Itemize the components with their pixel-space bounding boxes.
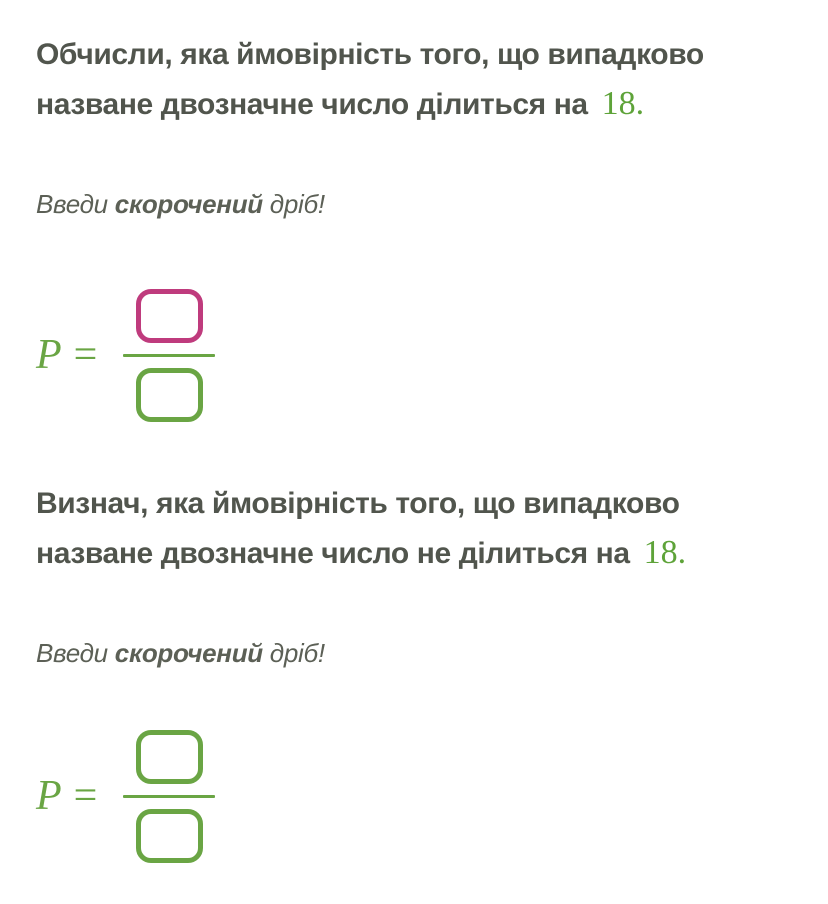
task-2-question: Визнач, яка ймовірність того, що випадко… (36, 479, 798, 578)
fraction (123, 729, 216, 863)
task-1-numerator-input[interactable] (135, 288, 203, 343)
task-2-formula: P = (36, 729, 798, 863)
task-2-denominator-input[interactable] (135, 808, 203, 863)
instruction-word: дріб! (269, 638, 325, 668)
fraction (123, 288, 216, 422)
instruction-word: дріб! (269, 189, 325, 219)
equals-sign: = (73, 773, 98, 819)
task-1-instruction: Введи скорочений дріб! (36, 189, 798, 219)
question-line-2: назване двозначне число ділиться на (36, 88, 588, 121)
probability-label: P (36, 332, 62, 378)
fraction-bar (123, 794, 216, 798)
instruction-word: Введи (36, 189, 108, 219)
equals-sign: = (73, 332, 98, 378)
task-2-instruction: Введи скорочений дріб! (36, 638, 798, 668)
task-2-numerator-input[interactable] (135, 729, 203, 784)
question-line-2: назване двозначне число не ділиться на (36, 537, 630, 570)
task-1-question: Обчисли, яка ймовірність того, що випадк… (36, 30, 798, 129)
task-1-section: Обчисли, яка ймовірність того, що випадк… (36, 30, 798, 422)
task-2-section: Визнач, яка ймовірність того, що випадко… (36, 479, 798, 863)
instruction-word-bold: скорочений (114, 638, 263, 668)
task-1-denominator-input[interactable] (135, 367, 203, 422)
task-1-formula: P = (36, 288, 798, 422)
fraction-bar (123, 353, 216, 357)
question-number: 18. (643, 534, 687, 571)
question-line-1: Обчисли, яка ймовірність того, що випадк… (36, 38, 704, 71)
instruction-word: Введи (36, 638, 108, 668)
exercise-page: Обчисли, яка ймовірність того, що випадк… (36, 30, 798, 863)
question-line-1: Визнач, яка ймовірність того, що випадко… (36, 487, 680, 520)
question-number: 18. (601, 85, 645, 122)
probability-label: P (36, 773, 62, 819)
instruction-word-bold: скорочений (114, 189, 263, 219)
